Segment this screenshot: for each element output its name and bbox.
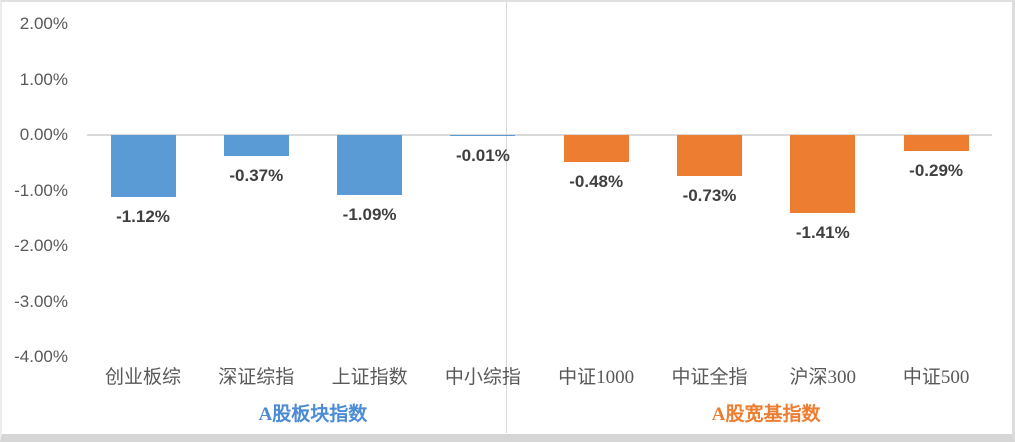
- y-axis-tick-label: -2.00%: [14, 236, 68, 255]
- category-label-创业板综: 创业板综: [104, 367, 181, 388]
- category-label-中证1000: 中证1000: [558, 367, 635, 388]
- category-label-上证指数: 上证指数: [331, 367, 408, 388]
- category-label-中小综指: 中小综指: [444, 367, 521, 388]
- y-axis-tick-label: -4.00%: [14, 347, 68, 366]
- y-axis-tick-label: 0.00%: [19, 125, 68, 144]
- category-label-中证全指: 中证全指: [671, 367, 748, 388]
- y-axis-tick-label: -1.00%: [14, 180, 68, 200]
- category-label-沪深300: 沪深300: [789, 367, 857, 388]
- bar-value-label: -1.12%: [116, 207, 170, 227]
- plot-area: 2.00% 1.00% 0.00% -1.00% -2.00% -3.00% -4.00% -…: [2, 2, 1012, 434]
- bar-上证指数: [337, 135, 403, 196]
- zero-axis-line: [87, 134, 992, 136]
- bar-中小综指: [450, 135, 516, 136]
- bar-value-label: -0.37%: [229, 165, 284, 185]
- category-label-深证综指: 深证综指: [218, 367, 295, 388]
- group-label-A股宽基指数: A股宽基指数: [711, 404, 821, 425]
- bar-中证全指: [677, 135, 742, 176]
- y-axis-tick-label: 1.00%: [19, 69, 68, 89]
- bar-value-label: -1.09%: [342, 205, 397, 225]
- bar-创业板综: [110, 135, 176, 198]
- bar-value-label: -0.01%: [455, 145, 510, 165]
- y-axis-tick-label: -3.00%: [14, 291, 68, 311]
- bar-value-label: -0.73%: [682, 185, 737, 205]
- bar-value-label: -1.41%: [795, 223, 850, 243]
- bar-沪深300: [790, 135, 856, 214]
- bar-中证500: [903, 135, 969, 152]
- bar-深证综指: [223, 135, 289, 156]
- bar-中证1000: [563, 135, 629, 162]
- bar-value-label: -0.48%: [569, 171, 624, 191]
- y-axis-tick-label: 2.00%: [19, 14, 68, 33]
- bar-value-label: -0.29%: [909, 161, 964, 181]
- group-divider-line: [506, 2, 507, 433]
- group-label-A股板块指数: A股板块指数: [258, 404, 368, 425]
- category-label-中证500: 中证500: [902, 367, 970, 388]
